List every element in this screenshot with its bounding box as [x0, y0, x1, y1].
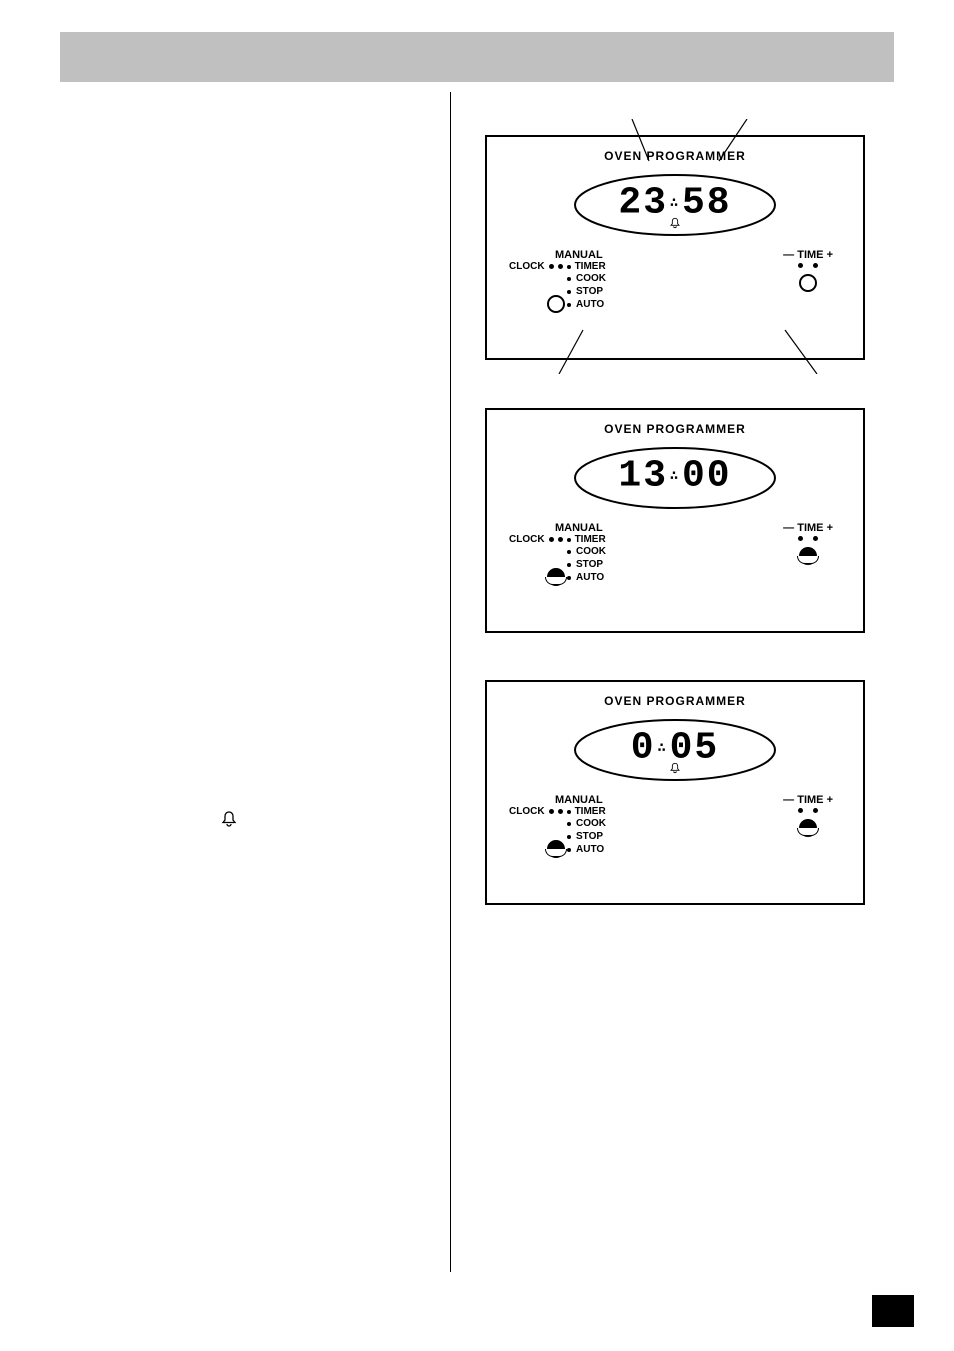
manual-label: MANUAL — [509, 522, 606, 534]
indicator-dot — [558, 264, 563, 269]
indicator-dot — [813, 536, 818, 541]
selector-knob[interactable] — [547, 840, 565, 858]
time-display: 23∴58 — [570, 171, 780, 239]
right-controls: — TIME + — [783, 522, 833, 584]
clock-label: CLOCK — [509, 534, 545, 545]
mode-list: COOK STOP AUTO — [567, 272, 606, 311]
auto-label: AUTO — [576, 571, 604, 584]
indicator-dot — [813, 808, 818, 813]
left-controls: MANUAL CLOCK TIMER COOK STOP AUTO — [509, 794, 606, 856]
right-controls: — TIME + — [783, 249, 833, 311]
panel-title: OVEN PROGRAMMER — [487, 694, 863, 708]
oven-programmer-panel: OVEN PROGRAMMER 0∴05 MANUAL CLOCK TIMER … — [485, 680, 865, 905]
cook-label: COOK — [576, 817, 606, 830]
timer-label: TIMER — [575, 261, 606, 272]
indicator-dot — [798, 263, 803, 268]
time-label: — TIME + — [783, 522, 833, 534]
time-display: 13∴00 — [570, 444, 780, 512]
selector-knob[interactable] — [547, 295, 565, 313]
cook-label: COOK — [576, 272, 606, 285]
bell-icon — [220, 810, 238, 834]
time-digits: 13∴00 — [618, 454, 731, 497]
indicator-dot — [567, 538, 571, 542]
clock-label: CLOCK — [509, 806, 545, 817]
column-divider — [450, 92, 451, 1272]
stop-label: STOP — [576, 830, 603, 843]
auto-label: AUTO — [576, 843, 604, 856]
stop-label: STOP — [576, 285, 603, 298]
callout-lines-bottom — [487, 324, 863, 374]
page-number-block — [872, 1295, 914, 1327]
time-label: — TIME + — [783, 249, 833, 261]
header-bar — [60, 32, 894, 82]
indicator-dot — [567, 265, 571, 269]
panel-title: OVEN PROGRAMMER — [487, 149, 863, 163]
indicator-dot — [567, 810, 571, 814]
mode-list: COOK STOP AUTO — [567, 817, 606, 856]
left-controls: MANUAL CLOCK TIMER COOK STOP AUTO — [509, 522, 606, 584]
indicator-dot — [558, 537, 563, 542]
right-controls: — TIME + — [783, 794, 833, 856]
timer-label: TIMER — [575, 534, 606, 545]
left-controls: MANUAL CLOCK TIMER COOK STOP AUTO — [509, 249, 606, 311]
time-display: 0∴05 — [570, 716, 780, 784]
cook-label: COOK — [576, 545, 606, 558]
auto-label: AUTO — [576, 298, 604, 311]
indicator-dot — [549, 264, 554, 269]
timer-label: TIMER — [575, 806, 606, 817]
panel-title: OVEN PROGRAMMER — [487, 422, 863, 436]
time-label: — TIME + — [783, 794, 833, 806]
time-knob[interactable] — [799, 274, 817, 292]
oven-programmer-panel: OVEN PROGRAMMER 13∴00 MANUAL CLOCK TIMER… — [485, 408, 865, 633]
indicator-dot — [549, 809, 554, 814]
time-knob[interactable] — [799, 819, 817, 837]
stop-label: STOP — [576, 558, 603, 571]
time-knob[interactable] — [799, 547, 817, 565]
oven-programmer-panel: OVEN PROGRAMMER 23∴58 MANUAL CLOCK TIMER… — [485, 135, 865, 360]
indicator-dot — [813, 263, 818, 268]
mode-list: COOK STOP AUTO — [567, 545, 606, 584]
manual-label: MANUAL — [509, 794, 606, 806]
manual-label: MANUAL — [509, 249, 606, 261]
clock-label: CLOCK — [509, 261, 545, 272]
indicator-dot — [558, 809, 563, 814]
indicator-dot — [549, 537, 554, 542]
indicator-dot — [798, 808, 803, 813]
selector-knob[interactable] — [547, 568, 565, 586]
indicator-dot — [798, 536, 803, 541]
